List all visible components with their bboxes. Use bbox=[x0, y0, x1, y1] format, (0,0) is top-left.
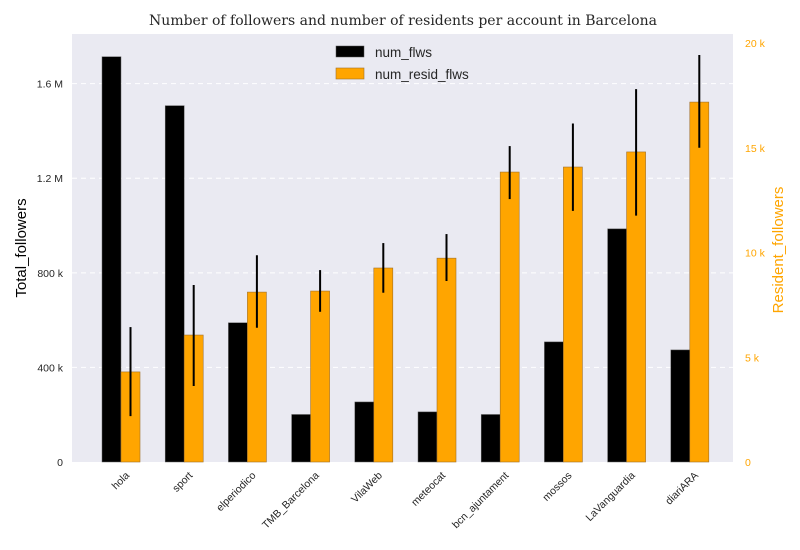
bars bbox=[101, 56, 710, 463]
bar-num-resid-flws-VilaWeb bbox=[373, 267, 394, 463]
bar-num-resid-flws-diariARA bbox=[689, 101, 710, 463]
left-axis-ticks: 0 400 k 800 k 1.2 M 1.6 M bbox=[37, 79, 64, 469]
bar-num-flws-LaVanguardia bbox=[607, 228, 627, 463]
left-tick-label: 1.2 M bbox=[37, 173, 63, 185]
bar-num-flws-bcn_ajuntament bbox=[480, 414, 501, 463]
left-axis-label: Total_followers bbox=[13, 198, 30, 297]
right-tick-label: 5 k bbox=[745, 352, 760, 364]
bar-num-flws-hola bbox=[101, 56, 122, 463]
right-tick-label: 10 k bbox=[745, 248, 766, 260]
left-tick-label: 800 k bbox=[37, 268, 63, 280]
right-axis-label: Resident_followers bbox=[770, 187, 787, 314]
legend: num_flws num_resid_flws bbox=[335, 45, 469, 82]
legend-label-num-flws: num_flws bbox=[375, 45, 432, 60]
chart-title: Number of followers and number of reside… bbox=[149, 13, 657, 29]
bar-num-flws-meteocat bbox=[417, 411, 438, 463]
legend-swatch-num-flws bbox=[335, 45, 365, 58]
legend-label-num-resid-flws: num_resid_flws bbox=[375, 67, 469, 82]
right-tick-label: 15 k bbox=[745, 143, 766, 155]
bar-num-flws-sport bbox=[164, 105, 185, 463]
bar-num-flws-VilaWeb bbox=[354, 401, 375, 463]
bar-num-resid-flws-TMB_Barcelona bbox=[310, 290, 330, 463]
bar-num-resid-flws-mossos bbox=[563, 166, 583, 463]
bar-num-flws-mossos bbox=[544, 341, 564, 463]
right-axis-ticks: 0 5 k 10 k 15 k 20 k bbox=[745, 38, 766, 469]
bar-num-flws-diariARA bbox=[670, 349, 691, 463]
error-bars bbox=[129, 54, 701, 417]
left-tick-label: 1.6 M bbox=[37, 79, 63, 91]
bar-num-flws-TMB_Barcelona bbox=[291, 414, 311, 463]
right-tick-label: 0 bbox=[745, 457, 751, 469]
left-tick-label: 0 bbox=[57, 457, 63, 469]
bar-num-resid-flws-meteocat bbox=[436, 257, 457, 463]
legend-swatch-num-resid-flws bbox=[335, 67, 365, 80]
bar-num-resid-flws-bcn_ajuntament bbox=[499, 171, 520, 463]
left-tick-label: 400 k bbox=[37, 362, 63, 374]
right-tick-label: 20 k bbox=[745, 38, 766, 50]
bar-num-flws-elperiodico bbox=[228, 322, 248, 463]
